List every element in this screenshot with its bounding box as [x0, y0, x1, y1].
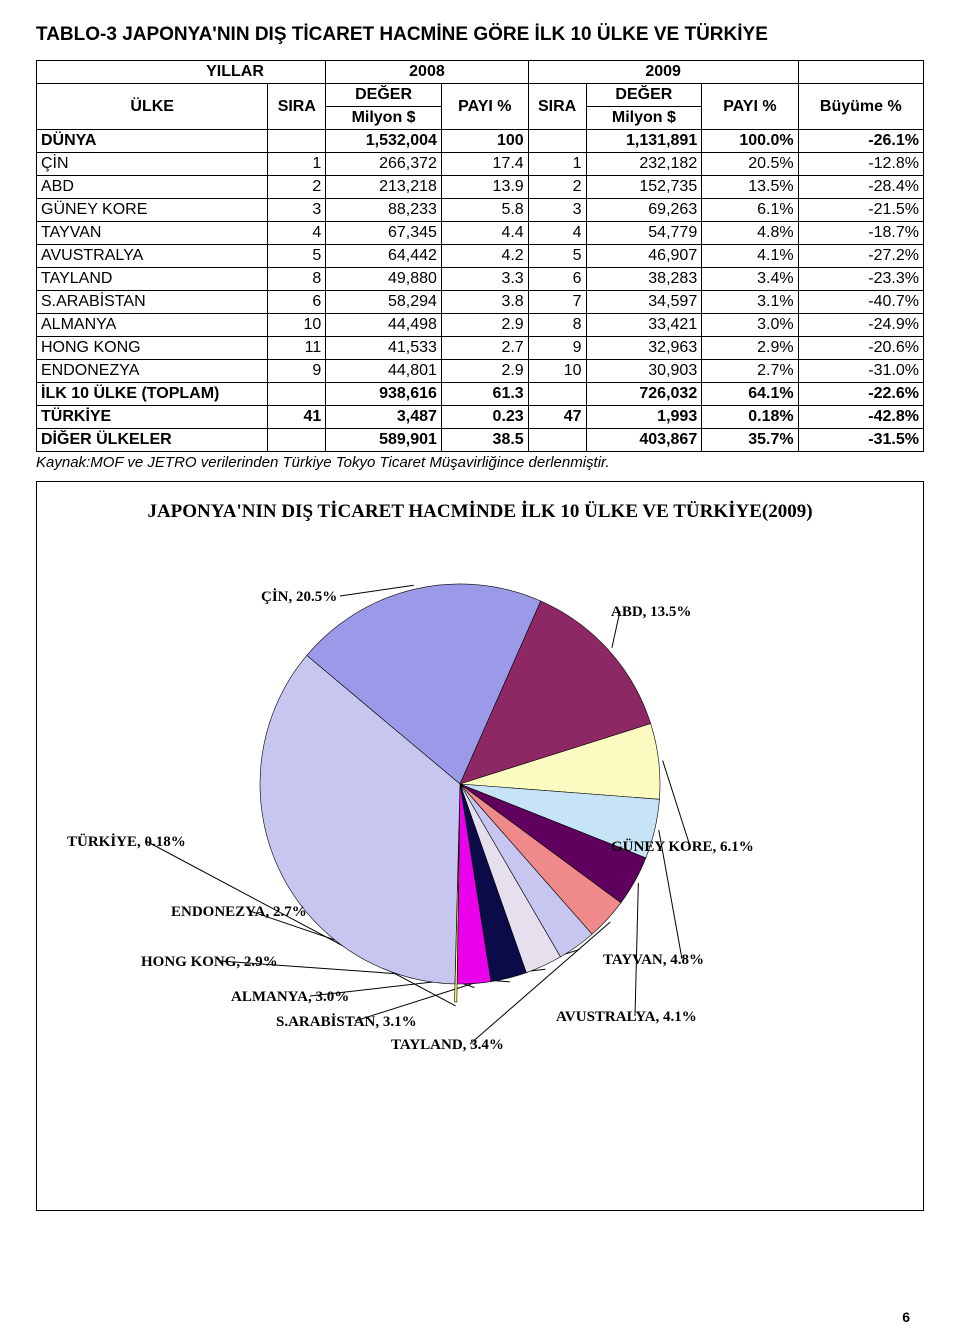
header-yillar: YILLAR	[37, 61, 268, 84]
header-payi-2: PAYI %	[702, 84, 798, 130]
header-sira-2: SIRA	[528, 84, 586, 130]
pie-label: ÇİN, 20.5%	[261, 589, 337, 606]
table-row: İLK 10 ÜLKE (TOPLAM)938,61661.3726,03264…	[37, 383, 924, 406]
pie-label: S.ARABİSTAN, 3.1%	[276, 1014, 417, 1031]
table-row: ÇİN1266,37217.41232,18220.5%-12.8%	[37, 153, 924, 176]
pie-label: TÜRKİYE, 0.18%	[67, 834, 186, 851]
pie-label: GÜNEY KORE, 6.1%	[611, 839, 754, 856]
page-number: 6	[902, 1309, 910, 1325]
header-buyume: Büyüme %	[798, 84, 923, 130]
header-milyon-1: Milyon $	[326, 107, 442, 130]
header-sira-1: SIRA	[268, 84, 326, 130]
header-deger-1: DEĞER	[326, 84, 442, 107]
header-deger-2: DEĞER	[586, 84, 702, 107]
source-note: Kaynak:MOF ve JETRO verilerinden Türkiye…	[36, 454, 924, 471]
header-year-2009: 2009	[528, 61, 798, 84]
data-table: YILLAR 2008 2009 ÜLKE SIRA DEĞER PAYI % …	[36, 60, 924, 452]
table-row: TAYLAND849,8803.3638,2833.4%-23.3%	[37, 268, 924, 291]
header-payi-1: PAYI %	[441, 84, 528, 130]
pie-label: TAYLAND, 3.4%	[391, 1037, 504, 1054]
table-row: ALMANYA1044,4982.9833,4213.0%-24.9%	[37, 314, 924, 337]
table-row: ABD2213,21813.92152,73513.5%-28.4%	[37, 176, 924, 199]
pie-label: ABD, 13.5%	[611, 604, 691, 621]
table-row: AVUSTRALYA564,4424.2546,9074.1%-27.2%	[37, 245, 924, 268]
pie-label: AVUSTRALYA, 4.1%	[556, 1009, 697, 1026]
chart-title: JAPONYA'NIN DIŞ TİCARET HACMİNDE İLK 10 …	[51, 500, 909, 524]
table-row: GÜNEY KORE388,2335.8369,2636.1%-21.5%	[37, 199, 924, 222]
chart-container: JAPONYA'NIN DIŞ TİCARET HACMİNDE İLK 10 …	[36, 481, 924, 1211]
pie-label: ALMANYA, 3.0%	[231, 989, 349, 1006]
table-row: S.ARABİSTAN658,2943.8734,5973.1%-40.7%	[37, 291, 924, 314]
header-milyon-2: Milyon $	[586, 107, 702, 130]
table-row: DİĞER ÜLKELER589,90138.5403,86735.7%-31.…	[37, 429, 924, 452]
header-year-2008: 2008	[326, 61, 528, 84]
pie-chart: ÇİN, 20.5% ABD, 13.5% GÜNEY KORE, 6.1% TAYV…	[51, 534, 909, 1154]
table-row: DÜNYA1,532,0041001,131,891100.0%-26.1%	[37, 130, 924, 153]
pie-label: ENDONEZYA, 2.7%	[171, 904, 307, 921]
page-title: TABLO-3 JAPONYA'NIN DIŞ TİCARET HACMİNE …	[36, 24, 924, 46]
table-row: TAYVAN467,3454.4454,7794.8%-18.7%	[37, 222, 924, 245]
pie-label: HONG KONG, 2.9%	[141, 954, 278, 971]
table-row: HONG KONG1141,5332.7932,9632.9%-20.6%	[37, 337, 924, 360]
table-row: ENDONEZYA944,8012.91030,9032.7%-31.0%	[37, 360, 924, 383]
table-row: TÜRKİYE413,4870.23471,9930.18%-42.8%	[37, 406, 924, 429]
pie-label: TAYVAN, 4.8%	[603, 952, 704, 969]
header-ulke: ÜLKE	[37, 84, 268, 130]
